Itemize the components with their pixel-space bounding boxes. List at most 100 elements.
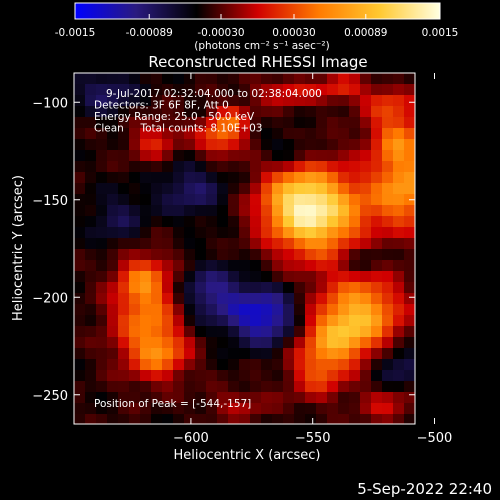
- heatmap-cell: [96, 392, 108, 404]
- heatmap-cell: [371, 381, 383, 393]
- heatmap-cell: [393, 414, 405, 425]
- heatmap-cell: [74, 95, 86, 107]
- heatmap-cell: [195, 161, 207, 173]
- heatmap-cell: [129, 227, 141, 239]
- colorbar-gradient: [74, 2, 441, 20]
- heatmap-cell: [228, 414, 240, 425]
- heatmap-cell: [327, 381, 339, 393]
- heatmap-cell: [404, 106, 416, 118]
- heatmap-cell: [382, 315, 394, 327]
- heatmap-cell: [85, 117, 97, 129]
- heatmap-cell: [327, 370, 339, 382]
- heatmap-cell: [162, 326, 174, 338]
- heatmap-cell: [140, 271, 152, 283]
- heatmap-cell: [404, 414, 416, 425]
- heatmap-cell: [217, 414, 229, 425]
- heatmap-cell: [151, 139, 163, 151]
- heatmap-cell: [107, 84, 119, 96]
- heatmap-cell: [228, 370, 240, 382]
- heatmap-cell: [393, 150, 405, 162]
- heatmap-cell: [239, 381, 251, 393]
- heatmap-cell: [294, 370, 306, 382]
- heatmap-cell: [338, 271, 350, 283]
- heatmap-cell: [272, 414, 284, 425]
- heatmap-cell: [261, 227, 273, 239]
- heatmap-cell: [217, 117, 229, 129]
- heatmap-cell: [283, 293, 295, 305]
- heatmap-cell: [316, 106, 328, 118]
- heatmap-cell: [404, 183, 416, 195]
- heatmap-cell: [85, 216, 97, 228]
- heatmap-cell: [404, 337, 416, 349]
- heatmap-cell: [261, 194, 273, 206]
- heatmap-cell: [217, 337, 229, 349]
- heatmap-cell: [349, 216, 361, 228]
- heatmap-cell: [371, 139, 383, 151]
- heatmap-cell: [261, 326, 273, 338]
- heatmap-cell: [195, 205, 207, 217]
- heatmap-cell: [283, 128, 295, 140]
- heatmap-cell: [371, 370, 383, 382]
- heatmap-cell: [272, 216, 284, 228]
- heatmap-cell: [228, 348, 240, 360]
- heatmap-cell: [96, 128, 108, 140]
- heatmap-cell: [151, 84, 163, 96]
- heatmap-cell: [85, 315, 97, 327]
- heatmap-cell: [162, 348, 174, 360]
- heatmap-cell: [151, 106, 163, 118]
- heatmap-cell: [74, 117, 86, 129]
- heatmap-cell: [327, 95, 339, 107]
- heatmap-cell: [371, 282, 383, 294]
- heatmap-cell: [85, 359, 97, 371]
- heatmap-cell: [393, 348, 405, 360]
- heatmap-cell: [261, 304, 273, 316]
- heatmap-cell: [217, 282, 229, 294]
- heatmap-cell: [404, 381, 416, 393]
- heatmap-cell: [195, 326, 207, 338]
- heatmap-cell: [382, 205, 394, 217]
- chart-title: Reconstructed RHESSI Image: [148, 53, 367, 71]
- heatmap-cell: [140, 216, 152, 228]
- heatmap-cell: [327, 392, 339, 404]
- heatmap-cell: [118, 381, 130, 393]
- heatmap-cell: [217, 150, 229, 162]
- heatmap-cell: [360, 370, 372, 382]
- heatmap-cell: [261, 95, 273, 107]
- heatmap-cell: [140, 150, 152, 162]
- heatmap-cell: [327, 359, 339, 371]
- heatmap-cell: [96, 304, 108, 316]
- heatmap-cell: [74, 216, 86, 228]
- heatmap-cell: [294, 282, 306, 294]
- heatmap-cell: [294, 205, 306, 217]
- heatmap-cell: [74, 326, 86, 338]
- heatmap-image: [74, 73, 416, 425]
- heatmap-cell: [272, 128, 284, 140]
- heatmap-cell: [129, 392, 141, 404]
- heatmap-cell: [96, 249, 108, 261]
- heatmap-cell: [173, 381, 185, 393]
- heatmap-cell: [316, 304, 328, 316]
- heatmap-cell: [129, 73, 141, 85]
- heatmap-cell: [261, 172, 273, 184]
- heatmap-cell: [184, 183, 196, 195]
- heatmap-cell: [173, 227, 185, 239]
- heatmap-cell: [206, 326, 218, 338]
- heatmap-cell: [272, 392, 284, 404]
- heatmap-cell: [338, 194, 350, 206]
- heatmap-cell: [195, 194, 207, 206]
- heatmap-cell: [371, 205, 383, 217]
- heatmap-cell: [239, 172, 251, 184]
- heatmap-cell: [360, 106, 372, 118]
- heatmap-cell: [173, 73, 185, 85]
- heatmap-cell: [349, 370, 361, 382]
- heatmap-cell: [349, 95, 361, 107]
- heatmap-cell: [382, 161, 394, 173]
- heatmap-cell: [316, 216, 328, 228]
- heatmap-cell: [173, 260, 185, 272]
- heatmap-cell: [206, 216, 218, 228]
- annotation-line: 9-Jul-2017 02:32:04.000 to 02:38:04.000: [106, 88, 322, 100]
- heatmap-cell: [74, 227, 86, 239]
- heatmap-cell: [316, 117, 328, 129]
- peak-position-label: Position of Peak = [-544,-157]: [94, 398, 251, 410]
- heatmap-cell: [327, 84, 339, 96]
